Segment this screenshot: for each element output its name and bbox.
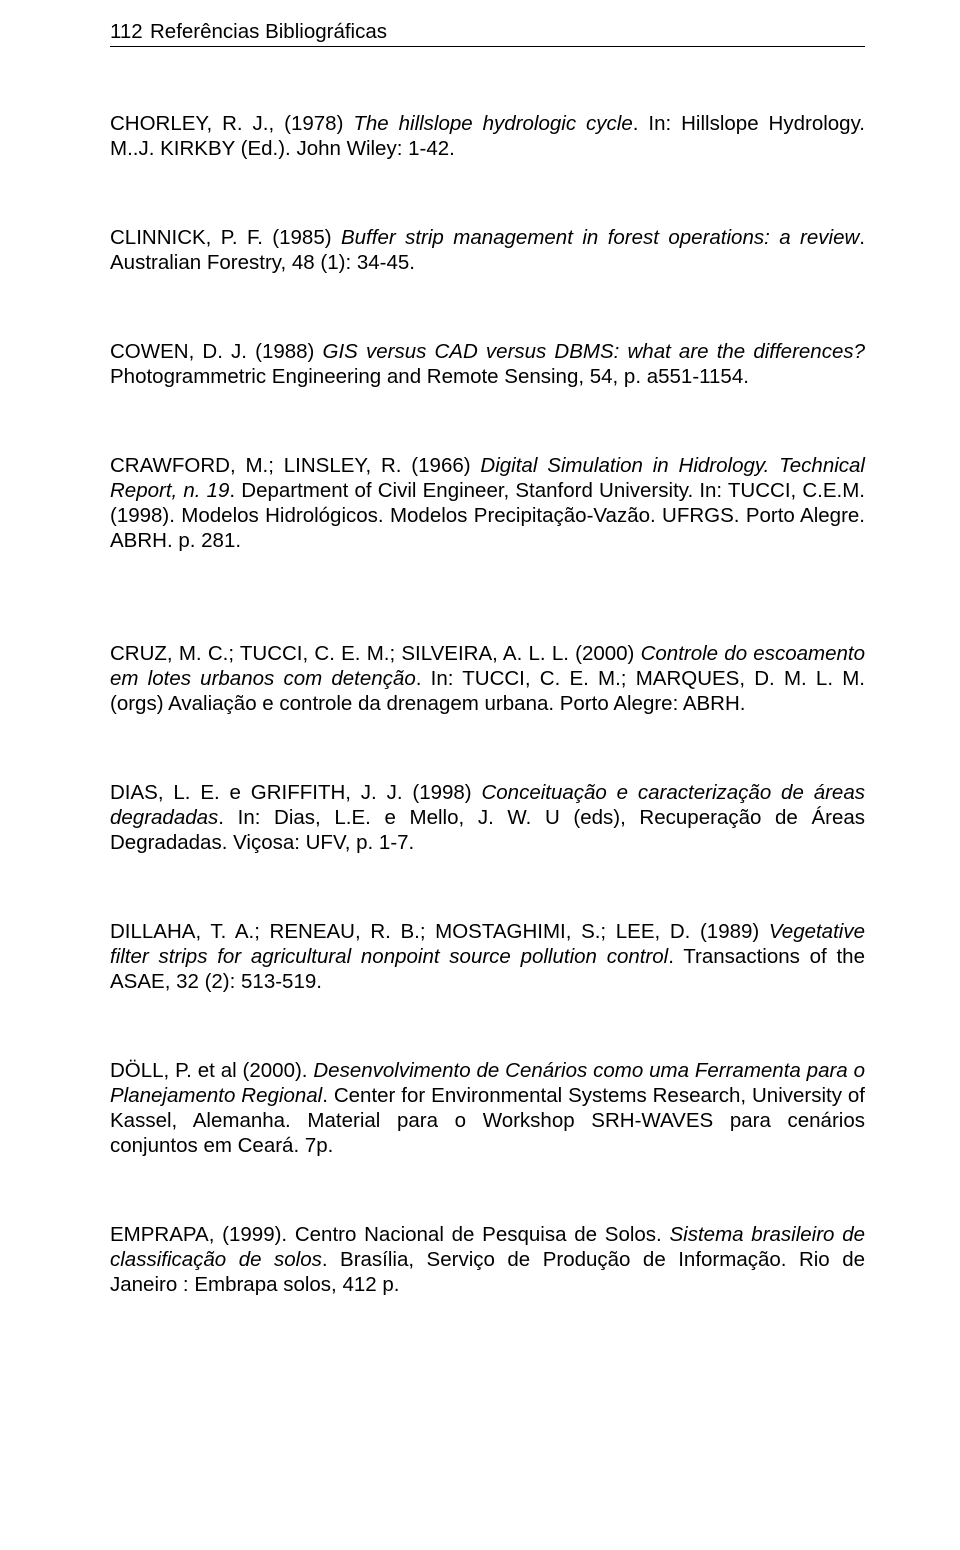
header-title: Referências Bibliográficas	[150, 20, 387, 44]
reference-entry: DILLAHA, T. A.; RENEAU, R. B.; MOSTAGHIM…	[110, 919, 865, 994]
page-header: 112 Referências Bibliográficas	[110, 20, 865, 47]
ref-authors: EMPRAPA, (1999). Centro Nacional de Pesq…	[110, 1223, 670, 1246]
reference-entry: CLINNICK, P. F. (1985) Buffer strip mana…	[110, 225, 865, 275]
page-number: 112	[110, 20, 150, 44]
ref-authors: DIAS, L. E. e GRIFFITH, J. J. (1998)	[110, 781, 481, 804]
reference-entry: CRAWFORD, M.; LINSLEY, R. (1966) Digital…	[110, 453, 865, 553]
ref-authors: CRAWFORD, M.; LINSLEY, R. (1966)	[110, 454, 480, 477]
page: 112 Referências Bibliográficas CHORLEY, …	[0, 0, 960, 1550]
ref-title: Buffer strip management in forest operat…	[341, 226, 859, 249]
reference-entry: CHORLEY, R. J., (1978) The hillslope hyd…	[110, 111, 865, 161]
reference-entry: EMPRAPA, (1999). Centro Nacional de Pesq…	[110, 1222, 865, 1297]
ref-title: GIS versus CAD versus DBMS: what are the…	[323, 340, 865, 363]
ref-rest: . In: Dias, L.E. e Mello, J. W. U (eds),…	[110, 806, 865, 854]
ref-authors: CLINNICK, P. F. (1985)	[110, 226, 341, 249]
ref-authors: CHORLEY, R. J., (1978)	[110, 112, 353, 135]
ref-authors: DILLAHA, T. A.; RENEAU, R. B.; MOSTAGHIM…	[110, 920, 769, 943]
reference-entry: CRUZ, M. C.; TUCCI, C. E. M.; SILVEIRA, …	[110, 641, 865, 716]
reference-entry: DÖLL, P. et al (2000). Desenvolvimento d…	[110, 1058, 865, 1158]
ref-authors: COWEN, D. J. (1988)	[110, 340, 323, 363]
ref-title: The hillslope hydrologic cycle	[353, 112, 632, 135]
reference-entry: COWEN, D. J. (1988) GIS versus CAD versu…	[110, 339, 865, 389]
ref-rest: Photogrammetric Engineering and Remote S…	[110, 365, 749, 388]
ref-authors: CRUZ, M. C.; TUCCI, C. E. M.; SILVEIRA, …	[110, 642, 641, 665]
reference-entry: DIAS, L. E. e GRIFFITH, J. J. (1998) Con…	[110, 780, 865, 855]
ref-authors: DÖLL, P. et al (2000).	[110, 1059, 313, 1082]
